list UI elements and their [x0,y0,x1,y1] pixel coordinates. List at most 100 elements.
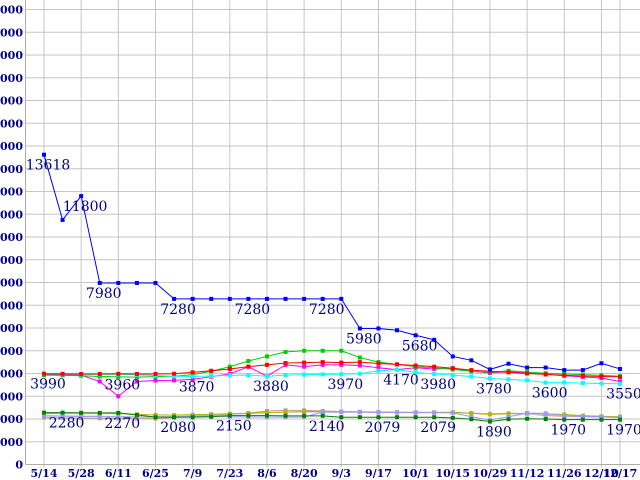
data-point-marker-cyan [580,381,585,386]
data-point-marker-cyan [172,374,177,379]
data-point-marker-cyan [469,374,474,379]
x-tick-label: 7/23 [216,467,243,480]
data-point-marker-dark-green [525,416,530,421]
data-point-marker-dark-green [246,413,251,418]
data-point-marker-blue [450,354,455,359]
data-point-marker-periwinkle [320,410,325,415]
data-point-marker-olive [153,412,158,417]
data-point-marker-red [376,361,381,366]
point-label-dark-green: 1970 [606,423,640,439]
data-point-marker-cyan [506,377,511,382]
data-point-marker-dark-green [153,415,158,420]
data-point-marker-magenta [320,362,325,367]
point-label-blue: 11800 [63,199,108,215]
data-point-marker-dark-green [116,410,121,415]
data-point-marker-magenta [116,394,121,399]
data-point-marker-dark-green [209,414,214,419]
data-point-marker-cyan [227,373,232,378]
data-point-marker-blue [264,296,269,301]
data-point-marker-magenta [618,379,622,384]
data-point-marker-periwinkle [42,414,46,419]
data-point-marker-red [42,371,46,376]
data-point-marker-cyan [264,374,269,379]
data-point-marker-cyan [450,373,455,378]
x-tick-label: 11/26 [547,467,582,480]
point-label-cyan: 3970 [327,377,363,393]
data-point-marker-blue [79,194,84,199]
data-point-marker-magenta [97,379,102,384]
x-tick-label: 7/9 [183,467,202,480]
data-point-marker-cyan [413,370,418,375]
data-point-marker-red [413,363,418,368]
data-point-marker-blue [134,280,139,285]
point-label-cyan: 4170 [383,373,419,389]
data-point-marker-green [97,374,102,379]
data-point-marker-red [450,366,455,371]
data-point-marker-magenta [357,363,362,368]
data-point-marker-olive [264,410,269,415]
y-tick-label: 8000 [0,277,23,290]
data-point-marker-periwinkle [450,410,455,415]
series-line-magenta [43,364,621,397]
point-label-cyan: 3870 [179,379,215,395]
data-point-marker-red [562,373,567,378]
y-tick-label: 7000 [0,299,23,312]
data-point-marker-dark-green [320,413,325,418]
data-point-marker-cyan [525,378,530,383]
data-point-marker-dark-green [134,412,139,417]
data-point-marker-red [283,361,288,366]
data-point-marker-red [190,370,195,375]
y-tick-label: 14000 [0,140,23,153]
data-point-marker-cyan [320,372,325,377]
data-point-marker-red [543,372,548,377]
data-point-marker-blue [413,333,418,338]
data-point-marker-green [302,348,307,353]
data-point-marker-periwinkle [599,414,604,419]
data-point-marker-dark-green [395,415,400,420]
data-point-marker-dark-green [599,417,604,422]
data-point-marker-periwinkle [543,411,548,416]
data-point-marker-blue [543,365,548,370]
data-point-marker-red [209,368,214,373]
data-point-marker-cyan [357,371,362,376]
point-label-blue: 7980 [86,286,122,302]
point-label-blue: 13618 [26,158,71,174]
data-point-marker-periwinkle [395,410,400,415]
x-tick-label: 8/6 [257,467,277,480]
data-point-marker-periwinkle [357,410,362,415]
data-point-marker-blue [246,296,251,301]
series-line-blue [43,154,621,371]
point-label-blue: 7280 [235,302,271,318]
data-point-marker-dark-green [97,410,102,415]
data-point-marker-periwinkle [116,414,121,419]
data-point-marker-olive [506,411,511,416]
data-point-marker-periwinkle [469,414,474,419]
point-label-dark-green: 2150 [216,419,252,435]
data-point-marker-dark-green [376,415,381,420]
data-point-marker-green [357,355,362,360]
data-point-marker-periwinkle [618,415,622,420]
data-point-marker-cyan [599,381,604,386]
y-tick-label: 16000 [0,95,23,108]
data-point-marker-periwinkle [79,414,84,419]
y-tick-label: 18000 [0,49,23,62]
data-point-marker-blue [357,326,362,331]
y-tick-label: 2000 [0,413,23,426]
data-point-marker-dark-green [450,415,455,420]
y-tick-label: 10000 [0,231,23,244]
data-point-marker-magenta [190,377,195,382]
data-point-marker-blue [227,296,232,301]
data-point-marker-dark-green [339,415,344,420]
point-label-cyan: 3550 [606,387,640,403]
data-point-marker-dark-green [60,410,65,415]
data-point-marker-green [116,374,121,379]
series-line-red [43,361,621,378]
data-point-marker-blue [599,361,604,366]
data-point-marker-blue [283,296,288,301]
x-tick-label: 5/28 [68,467,95,480]
point-label-dark-green: 1970 [550,423,586,439]
x-tick-label: 12/17 [603,467,638,480]
x-tick-label: 9/3 [332,467,351,480]
data-point-marker-blue [172,296,177,301]
